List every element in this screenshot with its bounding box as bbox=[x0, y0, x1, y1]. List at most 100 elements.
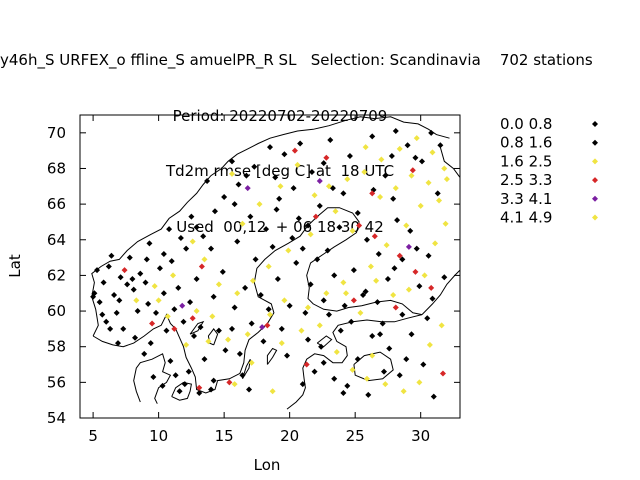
data-point-series-3 bbox=[357, 309, 364, 316]
legend-marker bbox=[592, 214, 598, 221]
data-point-series-2 bbox=[363, 236, 370, 243]
data-point-series-1 bbox=[185, 368, 192, 375]
data-point-series-2 bbox=[302, 309, 309, 316]
data-point-series-1 bbox=[412, 154, 419, 161]
data-point-series-1 bbox=[242, 284, 249, 291]
data-point-series-1 bbox=[305, 336, 311, 343]
coastline-10 bbox=[353, 351, 394, 382]
data-point-series-1 bbox=[284, 352, 291, 359]
data-point-series-2 bbox=[413, 245, 420, 252]
data-point-series-2 bbox=[175, 284, 182, 291]
data-point-series-1 bbox=[105, 263, 112, 270]
data-point-series-3 bbox=[416, 379, 423, 386]
data-point-series-1 bbox=[434, 190, 441, 197]
data-point-series-1 bbox=[215, 327, 222, 334]
data-point-series-1 bbox=[348, 318, 355, 325]
data-point-series-1 bbox=[276, 195, 283, 202]
data-point-series-1 bbox=[126, 254, 133, 261]
data-point-series-1 bbox=[407, 227, 414, 234]
data-point-series-1 bbox=[145, 300, 152, 307]
data-point-series-2 bbox=[344, 382, 351, 389]
data-point-series-1 bbox=[100, 279, 107, 286]
data-point-series-1 bbox=[132, 334, 139, 341]
data-point-series-2 bbox=[290, 185, 297, 192]
data-point-series-4 bbox=[371, 233, 378, 240]
data-point-series-2 bbox=[234, 238, 241, 245]
data-point-series-2 bbox=[156, 265, 163, 272]
data-point-series-2 bbox=[107, 325, 114, 332]
data-point-series-4 bbox=[226, 379, 233, 386]
data-point-series-1 bbox=[384, 275, 391, 282]
data-point-series-2 bbox=[208, 386, 215, 393]
data-point-series-6 bbox=[343, 290, 349, 297]
data-point-series-2 bbox=[247, 213, 254, 220]
data-point-series-3 bbox=[442, 220, 449, 227]
data-point-series-1 bbox=[204, 177, 211, 184]
data-point-series-1 bbox=[246, 386, 253, 393]
data-point-series-3 bbox=[248, 359, 255, 366]
chart-title-line-3: Td2m rmse [deg C] at 18 UTC bbox=[165, 162, 395, 180]
data-point-series-1 bbox=[379, 320, 386, 327]
x-tick-label: 10 bbox=[149, 427, 168, 445]
data-point-series-2 bbox=[437, 142, 444, 149]
data-point-series-3 bbox=[333, 349, 340, 356]
data-point-series-3 bbox=[244, 331, 251, 338]
data-point-series-1 bbox=[193, 275, 200, 282]
data-point-series-2 bbox=[311, 368, 318, 375]
data-point-series-1 bbox=[188, 213, 195, 220]
data-point-series-3 bbox=[383, 242, 390, 249]
data-point-series-2 bbox=[272, 174, 279, 181]
data-point-series-4 bbox=[409, 167, 416, 174]
data-point-series-3 bbox=[170, 272, 177, 279]
data-point-series-3 bbox=[438, 322, 445, 329]
data-point-series-1 bbox=[211, 208, 218, 215]
data-point-series-2 bbox=[243, 172, 250, 179]
data-point-series-2 bbox=[441, 274, 448, 281]
data-point-series-2 bbox=[172, 372, 179, 379]
data-point-series-1 bbox=[390, 195, 397, 202]
data-point-series-4 bbox=[303, 361, 310, 368]
data-point-series-2 bbox=[142, 279, 149, 286]
data-point-series-1 bbox=[183, 245, 190, 252]
legend-label: 2.5 3.3 bbox=[500, 171, 552, 189]
data-point-series-1 bbox=[260, 338, 267, 345]
data-point-series-3 bbox=[436, 197, 443, 204]
x-tick-label: 30 bbox=[411, 427, 430, 445]
data-point-series-3 bbox=[278, 340, 285, 347]
data-point-series-3 bbox=[405, 286, 412, 293]
data-point-series-1 bbox=[331, 375, 338, 382]
coastline-12 bbox=[421, 269, 461, 315]
y-tick-label: 58 bbox=[47, 338, 66, 356]
plot-frame bbox=[79, 114, 461, 419]
data-point-series-1 bbox=[210, 377, 217, 384]
coastline-3 bbox=[133, 353, 172, 404]
data-point-series-1 bbox=[235, 181, 242, 188]
data-point-series-4 bbox=[392, 304, 399, 311]
data-point-series-2 bbox=[160, 251, 167, 258]
data-point-series-3 bbox=[403, 222, 410, 229]
data-point-series-1 bbox=[392, 128, 399, 135]
data-point-series-3 bbox=[413, 135, 420, 142]
legend-label: 0.0 0.8 bbox=[500, 115, 552, 133]
data-point-series-2 bbox=[404, 142, 411, 149]
data-point-series-1 bbox=[176, 388, 183, 395]
data-point-series-1 bbox=[231, 304, 238, 311]
data-point-series-1 bbox=[200, 233, 207, 240]
data-point-series-1 bbox=[369, 133, 376, 140]
data-point-series-1 bbox=[297, 140, 304, 147]
y-tick-label: 60 bbox=[47, 302, 66, 320]
data-point-series-1 bbox=[307, 281, 314, 288]
data-point-series-1 bbox=[191, 333, 197, 340]
data-point-series-6 bbox=[229, 170, 235, 177]
data-point-series-4 bbox=[196, 384, 203, 391]
data-point-series-3 bbox=[298, 327, 305, 334]
data-point-series-1 bbox=[167, 357, 174, 364]
data-point-series-1 bbox=[147, 340, 154, 347]
data-point-series-1 bbox=[111, 292, 118, 299]
data-point-series-1 bbox=[96, 299, 103, 306]
data-point-series-2 bbox=[299, 245, 306, 252]
x-tick-label: 15 bbox=[215, 427, 234, 445]
data-point-series-3 bbox=[362, 144, 369, 151]
data-point-series-1 bbox=[201, 356, 208, 363]
